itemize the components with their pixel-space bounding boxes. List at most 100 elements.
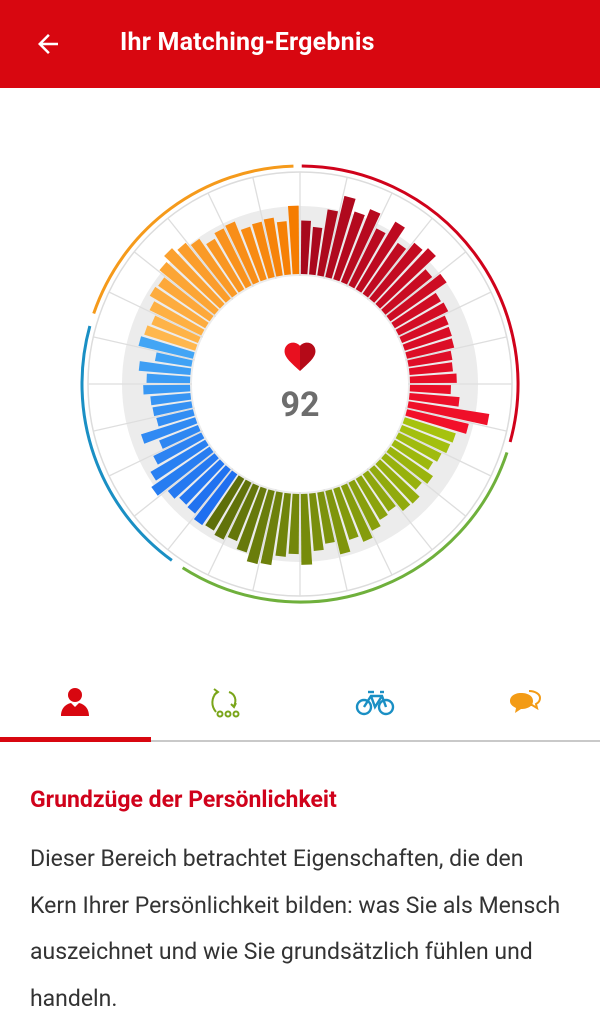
chart-bar: [375, 248, 436, 309]
chart-bar: [187, 465, 231, 514]
chart-bar: [399, 424, 451, 454]
chart-bar: [177, 242, 231, 303]
tab-communication[interactable]: [450, 664, 600, 740]
section-title: Grundzüge der Persönlichkeit: [30, 786, 337, 813]
chart-bar: [164, 248, 225, 309]
chart-bar: [402, 417, 456, 443]
chart-bar: [375, 459, 420, 504]
chart-spoke: [207, 481, 254, 576]
chart-bar: [156, 409, 195, 427]
chart-bar: [263, 217, 283, 277]
chart-bar: [355, 475, 388, 520]
chart-bar: [138, 361, 192, 375]
chart-bar: [317, 491, 335, 544]
category-tabs: [0, 664, 600, 742]
chart-bar: [309, 492, 324, 552]
chart-bar: [205, 475, 245, 531]
active-tab-indicator: [0, 737, 151, 742]
chart-bar: [340, 209, 381, 285]
chart-bar: [325, 489, 351, 555]
chart-spoke: [366, 468, 433, 551]
chart-bar: [227, 483, 260, 542]
chart-spoke: [207, 192, 254, 287]
chart-bar: [143, 384, 191, 395]
chart-bar: [146, 373, 191, 384]
chart-bar: [214, 479, 252, 540]
chart-bar: [408, 393, 460, 407]
chart-bar: [405, 409, 469, 434]
chart-bar: [276, 221, 291, 276]
chart-spoke: [108, 430, 203, 477]
chart-spoke: [252, 177, 277, 279]
chart-bar: [246, 489, 275, 565]
chart-bar: [408, 362, 453, 375]
chart-bar: [260, 491, 283, 566]
chart-bar: [348, 479, 381, 531]
person-icon: [61, 688, 89, 716]
chart-bar: [317, 209, 339, 277]
chart-bar: [399, 315, 449, 344]
tab-leisure[interactable]: [300, 664, 450, 740]
chart-spoke: [346, 481, 393, 576]
tab-divider: [0, 740, 600, 742]
chart-bar: [309, 226, 323, 276]
matching-chart: [0, 88, 600, 678]
chart-bar: [386, 273, 447, 322]
chart-segment-arc: [92, 164, 294, 315]
chart-bar: [402, 326, 452, 351]
chart-bar: [287, 205, 300, 275]
chart-bar: [407, 350, 453, 367]
chart-spoke: [366, 217, 433, 300]
chart-bar: [149, 286, 209, 329]
chart-bar: [362, 242, 407, 298]
chart-bar: [158, 277, 214, 322]
chart-spoke: [133, 251, 216, 318]
chart-bar: [141, 417, 198, 444]
chart-bar: [167, 453, 219, 499]
chart-bar: [369, 242, 423, 303]
chart-bar: [409, 384, 452, 395]
page-title: Ihr Matching-Ergebnis: [120, 28, 375, 57]
chart-bar: [159, 261, 219, 315]
chart-bar: [395, 432, 442, 462]
flow-arrows-icon: [211, 688, 240, 718]
chart-bar: [407, 401, 490, 426]
chart-bar: [325, 195, 356, 279]
chart-bar: [369, 465, 411, 512]
chart-bar: [340, 483, 373, 542]
chart-spoke: [384, 251, 467, 318]
chart-bar: [362, 470, 396, 512]
back-button[interactable]: [18, 14, 78, 74]
chart-bar: [153, 432, 205, 465]
chart-spoke: [108, 291, 203, 338]
tab-lifestyle[interactable]: [150, 664, 300, 740]
chart-spoke: [93, 336, 195, 361]
chart-spoke: [405, 336, 507, 361]
chart-bar: [240, 226, 267, 282]
tab-personality[interactable]: [0, 664, 150, 740]
chart-bar: [190, 238, 238, 298]
chart-bar: [333, 211, 365, 282]
bicycle-icon: [355, 690, 395, 716]
app-bar: Ihr Matching-Ergebnis: [0, 0, 600, 88]
chart-bar: [154, 352, 193, 367]
chart-bar: [333, 486, 359, 540]
heart-icon: [284, 342, 316, 371]
chart-bar: [348, 228, 386, 289]
chart-spoke: [323, 489, 348, 591]
chart-bar: [300, 493, 313, 565]
chart-bar: [159, 424, 201, 449]
chart-segment-arc: [80, 325, 173, 562]
chart-bar: [236, 486, 267, 553]
chart-bar: [225, 221, 260, 285]
chart-spoke: [405, 407, 507, 432]
chart-bar: [179, 459, 225, 505]
chart-bar: [138, 336, 195, 359]
chart-bar: [405, 338, 455, 359]
arrow-left-icon: [38, 34, 58, 54]
chart-spoke: [384, 450, 467, 517]
match-score: 92: [280, 385, 320, 425]
chart-spoke: [133, 450, 216, 517]
chart-bar: [391, 292, 441, 329]
chart-bar: [152, 401, 193, 417]
